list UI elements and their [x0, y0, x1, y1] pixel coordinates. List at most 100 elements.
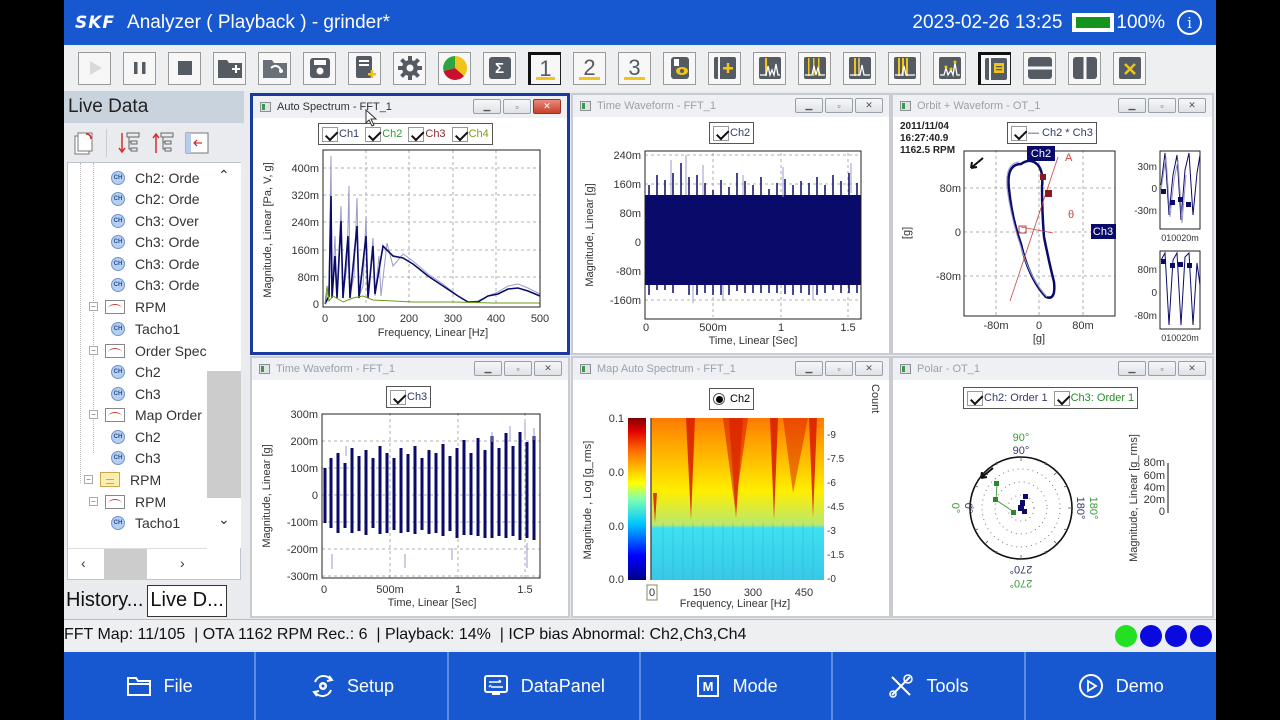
layout-1-button[interactable]: 1: [528, 51, 561, 85]
scroll-up-icon[interactable]: ⌃: [218, 167, 230, 183]
add-cursor-button[interactable]: [708, 51, 741, 85]
pie-chart-button[interactable]: [438, 51, 471, 85]
close-button[interactable]: ✕: [855, 361, 883, 376]
close-button[interactable]: ✕: [1178, 361, 1206, 376]
minimize-button[interactable]: ▁: [795, 98, 823, 113]
auto-spectrum-chart[interactable]: 400m 320m 240m 160m 80m 0 0 100 200 300 400 500 Fr…: [253, 146, 567, 352]
vertical-scrollbar[interactable]: ⌃ ⌄: [207, 163, 241, 548]
scroll-thumb[interactable]: [207, 371, 241, 498]
collapse-toggle[interactable]: −: [84, 475, 93, 484]
collapse-toggle[interactable]: −: [89, 346, 98, 355]
legend-ch4[interactable]: Ch4: [451, 126, 489, 142]
tree-item[interactable]: CH Ch3: [111, 447, 161, 468]
orbit-chart[interactable]: Ch2 Ch3 A θ 80m 0 -80m -80m 0 80m [g] [g] 30…: [893, 145, 1213, 355]
minimize-button[interactable]: ▁: [795, 361, 823, 376]
close-button[interactable]: ✕: [533, 99, 561, 114]
play-button[interactable]: [78, 51, 111, 85]
maximize-button[interactable]: ▫: [504, 361, 532, 376]
legend-ch2[interactable]: Ch2: [713, 125, 750, 141]
close-button[interactable]: ✕: [855, 98, 883, 113]
polar-window[interactable]: Polar - OT_1 ▁ ▫ ✕ Ch2: Order 1 Ch3: Ord…: [891, 356, 1214, 618]
legend-ch3[interactable]: Ch3: [408, 126, 446, 142]
legend-ch2-order1[interactable]: Ch2: Order 1: [967, 390, 1048, 406]
tree-item[interactable]: CH Ch2: [111, 426, 161, 447]
maximize-button[interactable]: ▫: [1148, 98, 1176, 113]
tree-item[interactable]: CH Ch3: Over: [111, 210, 199, 231]
minimize-button[interactable]: ▁: [474, 361, 502, 376]
legend-radio-ch2[interactable]: Ch2: [713, 393, 750, 405]
expand-tree-button[interactable]: [117, 130, 141, 156]
collapse-toggle[interactable]: −: [89, 302, 98, 311]
tree-item[interactable]: CH Ch3: Orde: [111, 274, 200, 295]
refresh-document-button[interactable]: [72, 130, 96, 156]
time-waveform-ch2-window[interactable]: Time Waveform - FFT_1 ▁ ▫ ✕ Ch2: [571, 93, 891, 355]
window-titlebar[interactable]: Time Waveform - FFT_1 ▁ ▫ ✕: [573, 95, 889, 117]
maximize-button[interactable]: ▫: [825, 361, 853, 376]
tree-item[interactable]: CH Tacho1: [111, 318, 180, 339]
collapse-tree-button[interactable]: [151, 130, 175, 156]
info-icon[interactable]: i: [1177, 10, 1202, 35]
split-horizontal-button[interactable]: [1023, 51, 1056, 85]
minimize-button[interactable]: ▁: [473, 99, 501, 114]
datapanel-button[interactable]: DataPanel: [449, 652, 641, 720]
notes-panel-button[interactable]: [978, 51, 1011, 85]
scroll-down-icon[interactable]: ⌄: [218, 511, 230, 527]
sideband-cursor-button[interactable]: [843, 51, 876, 85]
demo-button[interactable]: Demo: [1026, 652, 1216, 720]
tab-live-data[interactable]: Live D...: [147, 585, 227, 617]
tab-history[interactable]: History...: [66, 589, 144, 611]
tree-item[interactable]: CH Ch2: Orde: [111, 188, 200, 209]
close-window-button[interactable]: [1113, 51, 1146, 85]
harmonic-cursor-button[interactable]: [798, 51, 831, 85]
setup-button[interactable]: Setup: [256, 652, 449, 720]
close-button[interactable]: ✕: [534, 361, 562, 376]
time-waveform-ch3-window[interactable]: Time Waveform - FFT_1 ▁ ▫ ✕ Ch3 300m: [250, 356, 570, 618]
tree-item[interactable]: CH Ch3: Orde: [111, 231, 200, 252]
window-titlebar[interactable]: Time Waveform - FFT_1 ▁ ▫ ✕: [252, 358, 568, 380]
pause-button[interactable]: [123, 51, 156, 85]
orbit-waveform-window[interactable]: Orbit + Waveform - OT_1 ▁ ▫ ✕ 2011/11/04…: [891, 93, 1214, 355]
tree-item[interactable]: Map Order: [105, 404, 202, 425]
window-titlebar[interactable]: Polar - OT_1 ▁ ▫ ✕: [893, 358, 1212, 380]
tree-item[interactable]: Order Spec: [105, 340, 207, 361]
mode-button[interactable]: M Mode: [641, 652, 834, 720]
legend-ch3[interactable]: Ch3: [390, 389, 427, 405]
legend-ch2-ch3[interactable]: — Ch2 * Ch3: [1011, 125, 1093, 141]
single-cursor-button[interactable]: [753, 51, 786, 85]
split-vertical-button[interactable]: [1068, 51, 1101, 85]
tree-item[interactable]: CH Tacho1: [111, 512, 180, 533]
tree-item[interactable]: CH Ch2: Orde: [111, 167, 200, 188]
auto-spectrum-window[interactable]: Auto Spectrum - FFT_1 ▁ ▫ ✕ Ch1 Ch2 Ch3 …: [250, 93, 570, 355]
settings-button[interactable]: [393, 51, 426, 85]
window-titlebar[interactable]: Orbit + Waveform - OT_1 ▁ ▫ ✕: [893, 95, 1212, 117]
collapse-toggle[interactable]: −: [89, 410, 98, 419]
tree-item[interactable]: CH Ch2: [111, 361, 161, 382]
collapse-panel-button[interactable]: [185, 130, 209, 156]
polar-chart[interactable]: 90° 90° 180° 180° 270° 270° 0° 0° Magnit…: [893, 408, 1213, 614]
file-button[interactable]: File: [64, 652, 257, 720]
new-folder-button[interactable]: [213, 51, 246, 85]
layout-2-button[interactable]: 2: [573, 51, 606, 85]
window-titlebar[interactable]: Map Auto Spectrum - FFT_1 ▁ ▫ ✕: [573, 358, 889, 380]
save-button[interactable]: [303, 51, 336, 85]
collapse-toggle[interactable]: −: [89, 497, 98, 506]
tree-item[interactable]: RPM: [105, 491, 166, 512]
time-waveform-ch2-chart[interactable]: 240m 160m 80m 0 -80m -160m 0 500m 1 1.5 Time, Li…: [573, 145, 887, 351]
tree-item[interactable]: CH Ch3: Orde: [111, 253, 200, 274]
close-button[interactable]: ✕: [1178, 98, 1206, 113]
maximize-button[interactable]: ▫: [1148, 361, 1176, 376]
tree-item[interactable]: CH Ch3: [111, 383, 161, 404]
view-document-button[interactable]: [663, 51, 696, 85]
scroll-thumb[interactable]: [104, 549, 147, 580]
open-folder-button[interactable]: [258, 51, 291, 85]
legend-ch2[interactable]: Ch2: [365, 126, 402, 142]
map-auto-spectrum-window[interactable]: Map Auto Spectrum - FFT_1 ▁ ▫ ✕ Ch2 Coun…: [571, 356, 891, 618]
legend-ch3-order1[interactable]: Ch3: Order 1: [1053, 390, 1134, 406]
maximize-button[interactable]: ▫: [825, 98, 853, 113]
new-document-button[interactable]: [348, 51, 381, 85]
legend-ch1[interactable]: Ch1: [322, 126, 359, 142]
stop-button[interactable]: [168, 51, 201, 85]
time-waveform-ch3-chart[interactable]: 300m 200m 100m 0 -100m -200m -300m 0 500m 1 1.5 T…: [252, 408, 566, 614]
tools-button[interactable]: Tools: [833, 652, 1026, 720]
minimize-button[interactable]: ▁: [1118, 361, 1146, 376]
